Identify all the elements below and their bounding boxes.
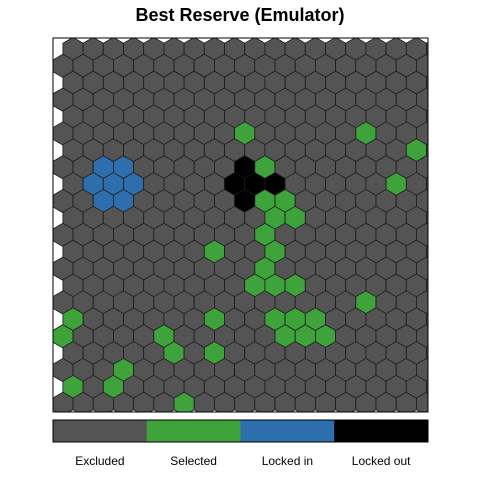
legend-label-selected: Selected	[170, 454, 217, 468]
legend-swatch-selected	[146, 420, 241, 442]
legend-label-locked-in: Locked in	[262, 454, 313, 468]
legend-swatches	[53, 420, 429, 442]
legend-labels: Excluded Selected Locked in Locked out	[75, 454, 411, 468]
chart-title: Best Reserve (Emulator)	[135, 5, 345, 25]
legend-swatch-excluded	[53, 420, 148, 442]
legend-swatch-locked-in	[240, 420, 335, 442]
map-panel-border	[52, 37, 429, 413]
hex-cell-excluded	[415, 391, 428, 412]
legend-swatch-locked-out	[334, 420, 429, 442]
hex-cells	[53, 38, 428, 412]
legend-border	[52, 419, 429, 443]
legend-label-locked-out: Locked out	[352, 454, 411, 468]
legend-label-excluded: Excluded	[75, 454, 124, 468]
